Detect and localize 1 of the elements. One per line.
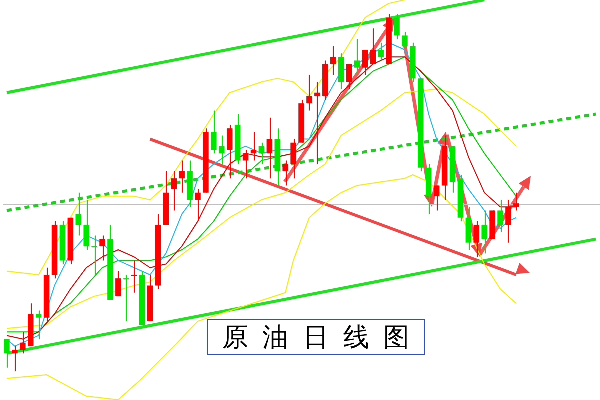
text: 原油日线图: [207, 319, 425, 355]
